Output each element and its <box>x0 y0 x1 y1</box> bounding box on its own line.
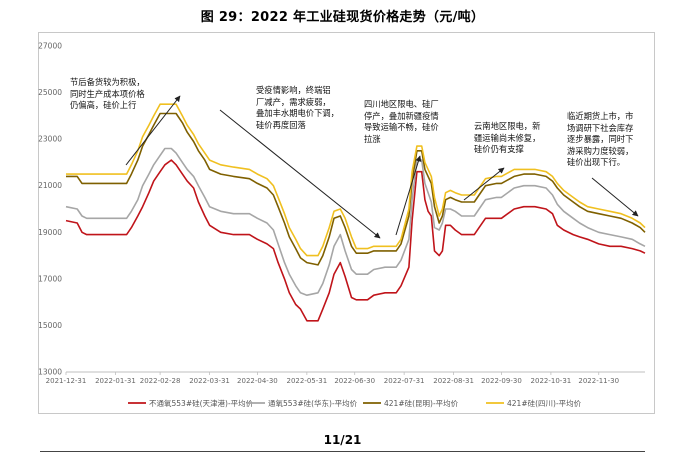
arrow-yunnan-support <box>463 167 505 201</box>
y-tick-label: 15000 <box>38 321 62 330</box>
arrow-sichuan-rise <box>395 155 422 236</box>
annotation-sichuan-rise: 四川地区限电、硅厂 停产，叠加新疆疫情 导致运输不畅，硅价 拉涨 <box>364 99 439 144</box>
x-tick-label: 2022-10-31 <box>531 377 572 385</box>
chart-frame <box>38 32 655 414</box>
series-line-s553_east <box>65 147 646 296</box>
y-tick-label: 13000 <box>38 368 62 377</box>
series-line-s553_tianjin <box>65 159 646 322</box>
series-line-s421_kunming <box>66 112 646 266</box>
x-tick-label: 2022-08-31 <box>433 377 474 385</box>
x-tick-label: 2022-01-31 <box>95 377 136 385</box>
x-axis: 2021-12-31 2022-01-31 2022-02-28 2022-03-31… <box>46 371 645 385</box>
legend: 不通氧553#硅(天津港)-平均价 通氧553#硅(华东)-平均价 421#硅(昆明… <box>128 398 582 408</box>
arrow-futures-fall <box>591 177 639 217</box>
x-tick-label: 2022-06-30 <box>334 377 375 385</box>
arrow-spring-rise <box>125 95 181 166</box>
arrow-covid-fall <box>219 109 381 239</box>
y-tick-label: 23000 <box>38 135 62 144</box>
legend-label-s553_tianjin: 不通氧553#硅(天津港)-平均价 <box>149 398 254 408</box>
annotation-covid-fall: 受疫情影响，终端铝 厂减产，需求疲弱， 叠加丰水期电价下调， 硅价再度回落 <box>256 85 339 130</box>
y-tick-label: 19000 <box>38 228 62 237</box>
legend-label-s421_sichuan: 421#硅(四川)-平均价 <box>507 398 582 408</box>
x-tick-label: 2022-11-30 <box>578 377 619 385</box>
series-line-s421_sichuan <box>66 103 646 257</box>
y-axis: 13000 15000 17000 19000 21000 23000 25000 27000 <box>38 42 62 377</box>
legend-label-s421_kunming: 421#硅(昆明)-平均价 <box>384 398 459 408</box>
annotation-futures-fall: 临近期货上市，市 场调研下社会库存 逐步暴露，同时下 游采购力度较弱， 硅价出现下行。 <box>567 111 634 167</box>
x-tick-label: 2022-07-31 <box>384 377 425 385</box>
x-tick-label: 2022-02-28 <box>140 377 181 385</box>
x-tick-label: 2022-04-30 <box>237 377 278 385</box>
legend-label-s553_east: 通氧553#硅(华东)-平均价 <box>268 398 358 408</box>
y-tick-label: 25000 <box>38 88 62 97</box>
page-number: 11/21 <box>323 433 362 447</box>
annotation-yunnan-support: 云南地区限电，新 疆运输尚未修复， 硅价仍有支撑 <box>474 121 541 154</box>
y-tick-label: 21000 <box>38 181 62 190</box>
annotation-spring-rise: 节后备货较为积极， 同时生产成本项价格 仍偏高，硅价上行 <box>70 77 145 110</box>
x-tick-label: 2022-05-31 <box>287 377 328 385</box>
chart-title: 图 29：2022 年工业硅现货价格走势（元/吨） <box>200 10 485 25</box>
series-lines <box>65 103 646 322</box>
x-tick-label: 2022-03-31 <box>189 377 230 385</box>
footer-rule <box>40 451 645 452</box>
x-tick-label: 2021-12-31 <box>46 377 87 385</box>
annotation-arrows <box>125 95 639 239</box>
x-tick-label: 2022-09-30 <box>481 377 522 385</box>
y-tick-label: 17000 <box>38 274 62 283</box>
y-tick-label: 27000 <box>38 42 62 51</box>
